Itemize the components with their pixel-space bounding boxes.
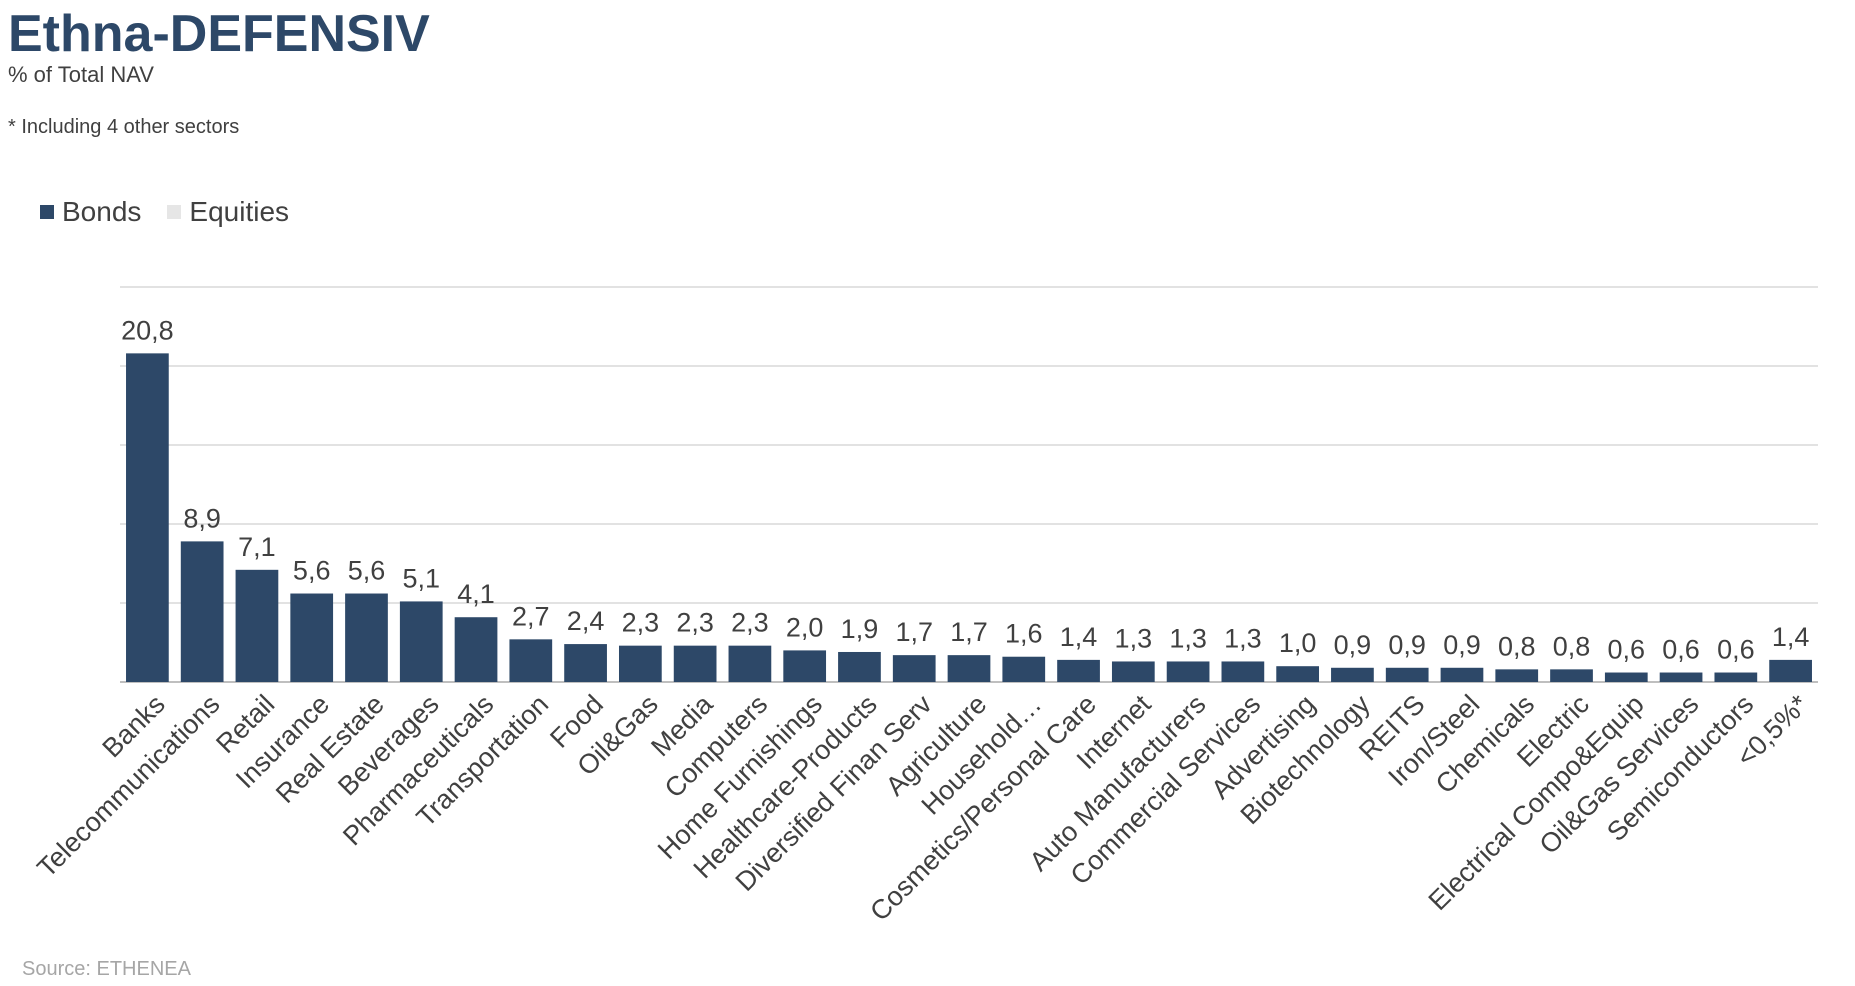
- bar-bonds-17: [1057, 659, 1100, 682]
- data-label-7: 2,7: [512, 601, 550, 631]
- legend-swatch-bonds: [40, 205, 54, 219]
- bar-bonds-8: [564, 644, 607, 682]
- chart-title: Ethna-DEFENSIV: [8, 5, 430, 63]
- bar-bonds-24: [1440, 667, 1484, 682]
- data-label-20: 1,3: [1224, 623, 1262, 653]
- bar-bonds-0: [126, 353, 169, 682]
- data-label-5: 5,1: [402, 563, 440, 593]
- data-label-2: 7,1: [238, 532, 276, 562]
- source-note: Source: ETHENEA: [22, 958, 191, 980]
- data-label-15: 1,7: [950, 617, 988, 647]
- data-label-6: 4,1: [457, 579, 495, 609]
- data-label-19: 1,3: [1169, 623, 1207, 653]
- bar-bonds-1: [180, 541, 224, 682]
- bar-bonds-26: [1550, 669, 1593, 682]
- data-label-25: 0,8: [1498, 631, 1536, 661]
- bar-bonds-14: [892, 655, 936, 682]
- data-label-1: 8,9: [183, 503, 221, 533]
- data-label-24: 0,9: [1443, 630, 1481, 660]
- bar-bonds-5: [399, 601, 443, 682]
- data-label-16: 1,6: [1005, 619, 1043, 649]
- data-label-30: 1,4: [1772, 622, 1810, 652]
- data-label-27: 0,6: [1608, 635, 1646, 665]
- data-label-0: 20,8: [121, 315, 174, 345]
- bar-bonds-16: [1002, 656, 1046, 682]
- data-label-17: 1,4: [1060, 622, 1098, 652]
- bar-bonds-30: [1769, 659, 1812, 682]
- data-label-28: 0,6: [1662, 635, 1700, 665]
- bar-bonds-25: [1495, 669, 1539, 682]
- data-label-10: 2,3: [676, 608, 714, 638]
- bar-bonds-2: [235, 569, 279, 682]
- data-label-14: 1,7: [895, 617, 933, 647]
- legend-item-bonds: Bonds: [40, 196, 141, 228]
- bar-bonds-9: [618, 645, 662, 682]
- bar-bonds-23: [1385, 667, 1429, 682]
- legend: Bonds Equities: [40, 196, 315, 228]
- data-label-29: 0,6: [1717, 635, 1755, 665]
- legend-item-equities: Equities: [167, 196, 289, 228]
- data-label-11: 2,3: [731, 608, 769, 638]
- data-label-23: 0,9: [1388, 630, 1426, 660]
- bar-bonds-4: [345, 593, 388, 682]
- data-label-12: 2,0: [786, 612, 824, 642]
- bar-bonds-7: [509, 639, 553, 682]
- data-label-18: 1,3: [1115, 623, 1153, 653]
- data-label-22: 0,9: [1334, 630, 1372, 660]
- bar-bonds-11: [728, 645, 772, 682]
- bar-bonds-29: [1714, 672, 1758, 682]
- legend-swatch-equities: [167, 205, 182, 219]
- bar-bonds-18: [1111, 661, 1155, 682]
- bar-bonds-3: [290, 593, 334, 682]
- bar-bonds-10: [673, 645, 717, 682]
- bar-bonds-19: [1166, 661, 1210, 682]
- data-label-21: 1,0: [1279, 628, 1317, 658]
- chart-subtitle: % of Total NAV: [8, 62, 154, 87]
- footnote: * Including 4 other sectors: [8, 116, 240, 138]
- bar-bonds-12: [783, 650, 827, 682]
- data-label-26: 0,8: [1553, 631, 1591, 661]
- legend-label-equities: Equities: [189, 196, 290, 227]
- data-label-4: 5,6: [348, 556, 386, 586]
- bar-bonds-6: [454, 617, 498, 682]
- bar-bonds-27: [1604, 672, 1648, 682]
- bar-bonds-21: [1276, 666, 1320, 682]
- legend-label-bonds: Bonds: [62, 196, 142, 227]
- bar-bonds-15: [947, 655, 991, 682]
- data-label-9: 2,3: [622, 608, 660, 638]
- data-label-8: 2,4: [567, 606, 605, 636]
- bar-bonds-28: [1659, 672, 1703, 682]
- bar-bonds-22: [1331, 667, 1374, 682]
- bar-bonds-13: [838, 651, 881, 682]
- data-label-13: 1,9: [841, 614, 879, 644]
- bar-bonds-20: [1221, 661, 1265, 682]
- data-label-3: 5,6: [293, 556, 331, 586]
